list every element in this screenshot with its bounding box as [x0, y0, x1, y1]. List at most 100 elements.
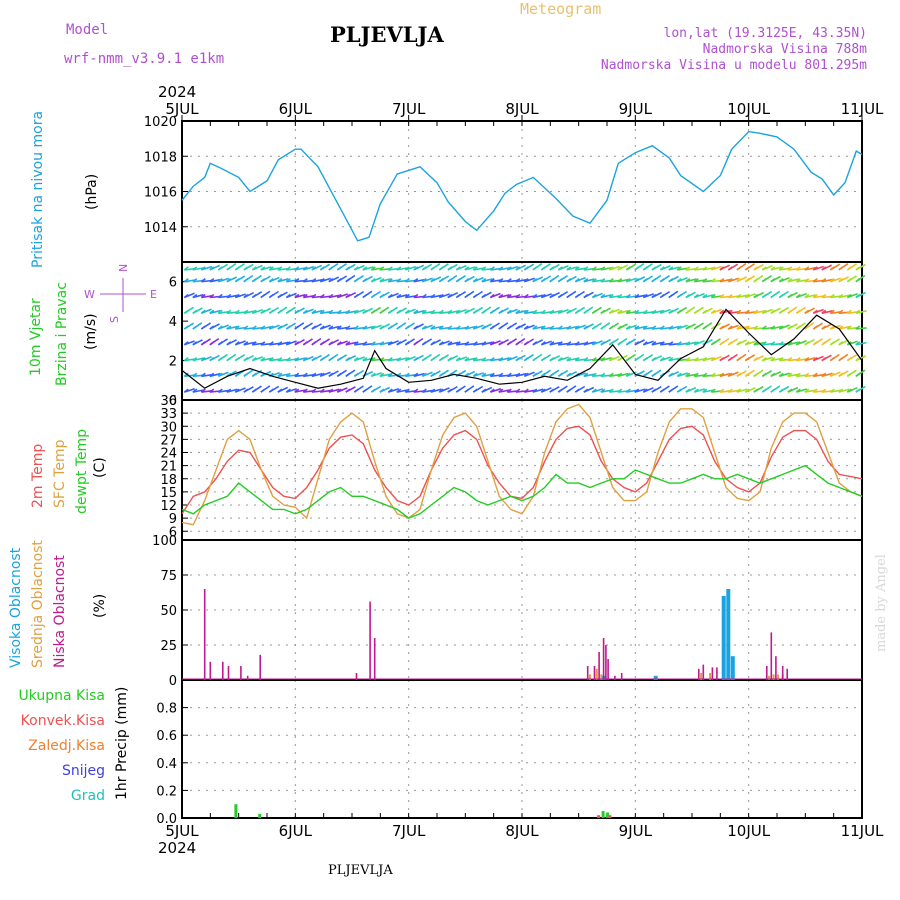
wind-arrow-head	[659, 388, 665, 393]
wind-arrow-head	[795, 325, 801, 330]
wind-arrow-head	[812, 293, 818, 299]
wind-arrow-head	[523, 309, 529, 314]
wind-arrow-head	[243, 293, 249, 299]
wind-arrow-head	[353, 266, 359, 271]
wind-arrow-head	[804, 356, 810, 362]
wind-arrow-head	[523, 266, 529, 271]
wind-arrow-head	[328, 266, 334, 271]
cloud-bar	[369, 601, 371, 680]
wind-arrow-head	[761, 341, 767, 346]
cloud-bar	[586, 666, 589, 680]
wind-arrow-head	[855, 356, 861, 362]
wind-arrow-head	[192, 388, 198, 393]
wind-arrow-head	[727, 388, 733, 393]
cloud-bar	[373, 638, 376, 680]
wind-arrow-head	[855, 278, 861, 283]
wind-arrow-head	[183, 356, 189, 362]
wind-arrow-head	[396, 388, 402, 393]
wind-arrow	[498, 389, 510, 393]
wind-arrow-head	[370, 356, 376, 362]
wind-arrow-head	[243, 372, 249, 377]
cloud-bar	[593, 666, 596, 680]
wind-arrow-head	[719, 266, 725, 271]
wind-arrow-head	[634, 325, 640, 330]
cloud-bar	[203, 589, 206, 680]
wind-arrow-head	[421, 356, 427, 362]
wind-arrow	[796, 358, 808, 362]
wind-arrow-head	[319, 325, 325, 330]
wind-arrow-head	[719, 388, 725, 393]
wind-arrow-head	[226, 388, 232, 393]
wind-arrow-head	[379, 309, 385, 314]
cloud-bar	[698, 668, 700, 680]
wind-arrow-head	[617, 372, 623, 377]
wind-arrow	[804, 389, 816, 393]
wind-arrow-head	[311, 325, 317, 330]
wind-arrow-head	[438, 278, 444, 283]
wind-arrow-head	[379, 325, 385, 330]
wind-arrow-head	[821, 309, 827, 314]
wind-arrow-head	[234, 325, 240, 330]
wind-arrow-head	[455, 266, 461, 271]
wind-arrow-head	[277, 388, 283, 393]
wind-arrow-head	[489, 309, 495, 314]
wind-arrow-head	[549, 309, 555, 314]
wind-arrow-head	[710, 356, 716, 362]
wind-arrow-head	[506, 356, 512, 362]
wind-arrow-head	[719, 278, 725, 283]
wind-arrow-head	[676, 293, 682, 299]
wind-arrow-head	[200, 309, 206, 314]
wind-arrow-head	[200, 341, 206, 346]
wind-arrow-head	[328, 356, 334, 362]
wind-arrow-head	[617, 356, 623, 362]
wind-arrow-head	[209, 278, 215, 283]
wind-arrow-head	[583, 372, 589, 377]
wind-arrow-head	[727, 325, 733, 330]
wind-arrow-head	[515, 356, 521, 362]
wind-arrow	[286, 279, 298, 283]
wind-arrow-head	[795, 266, 801, 271]
wind-arrow-head	[481, 266, 487, 271]
wind-arrow-head	[447, 388, 453, 393]
wind-arrow-head	[625, 293, 631, 299]
wind-arrow-head	[829, 388, 835, 393]
model-name: wrf-nmm_v3.9.1 e1km	[64, 51, 224, 67]
wind-arrow-head	[183, 266, 189, 271]
wind-arrow-head	[659, 325, 665, 330]
wind-arrow	[711, 373, 723, 378]
wind-arrow-head	[600, 341, 606, 346]
cloud-bar	[589, 674, 591, 680]
wind-arrow-head	[617, 266, 623, 271]
cloud-bar	[768, 675, 771, 680]
wind-arrow-head	[438, 341, 444, 346]
wind-arrow-head	[328, 309, 334, 314]
wind-arrow-head	[472, 341, 478, 346]
wind-arrow-head	[489, 325, 495, 330]
wind-arrow-head	[761, 293, 767, 299]
wind-arrow-head	[838, 278, 844, 283]
wind-arrow-head	[676, 388, 682, 393]
wind-arrow-head	[557, 341, 563, 346]
wind-arrow-head	[821, 325, 827, 330]
wind-arrow-head	[540, 266, 546, 271]
wind-arrow-head	[651, 372, 657, 377]
wind-arrow-head	[362, 341, 368, 346]
dewpt-label: dewpt Temp	[74, 429, 90, 514]
wind-arrow-head	[430, 388, 436, 393]
wind-arrow-head	[778, 278, 784, 283]
wind-arrow-head	[523, 356, 529, 362]
wind-arrow-head	[795, 278, 801, 283]
wind-arrow-head	[770, 388, 776, 393]
wind-arrow-head	[277, 309, 283, 314]
wind-arrow-head	[608, 266, 614, 271]
wind-arrow-head	[549, 388, 555, 393]
x-top-label: 7JUL	[392, 100, 426, 118]
wind-arrow-head	[489, 388, 495, 393]
wind-arrow	[422, 389, 434, 393]
wind-arrow-head	[804, 309, 810, 314]
wind-arrow-head	[804, 278, 810, 283]
wind-arrow-head	[362, 309, 368, 314]
wind-arrow-head	[379, 341, 385, 346]
wind-arrow-head	[319, 293, 325, 299]
wind-arrow-head	[413, 293, 419, 299]
